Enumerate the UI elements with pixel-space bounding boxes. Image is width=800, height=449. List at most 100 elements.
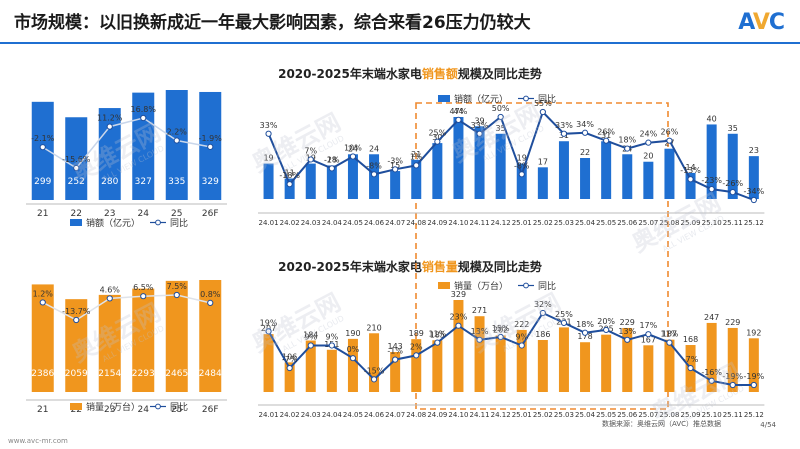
monthly-value-bar-label: 40 xyxy=(707,114,717,123)
monthly-value-legend-line-marker xyxy=(523,95,529,102)
monthly-value-bar xyxy=(453,117,464,199)
monthly-value-bar-label: 35 xyxy=(496,124,506,133)
monthly-value-bar xyxy=(326,165,337,199)
annual-value-bar-label: 299 xyxy=(34,177,51,187)
annual-value-yoy-label: -15.6% xyxy=(62,155,91,164)
annual-volume-yoy-label: 4.6% xyxy=(100,285,121,294)
monthly-value-x-tick: 24.03 xyxy=(301,219,321,227)
monthly-volume-yoy-label: 18% xyxy=(576,320,594,329)
annual-volume-bar-label: 2059 xyxy=(65,369,88,379)
monthly-value-bar xyxy=(474,126,485,199)
annual-volume-bar xyxy=(165,280,188,392)
monthly-value-bar-label: 22 xyxy=(580,148,590,157)
annual-value-bar-label: 280 xyxy=(101,177,118,187)
monthly-volume-x-tick: 24.08 xyxy=(406,411,426,419)
monthly-value-yoy-label: 33% xyxy=(471,121,489,130)
monthly-volume-title-highlight: 销售量 xyxy=(422,259,458,274)
monthly-volume-x-tick: 25.11 xyxy=(723,411,743,419)
monthly-volume-bar-label: 229 xyxy=(620,318,635,327)
monthly-volume-bar xyxy=(432,340,443,392)
annual-value-yoy-label: -2.1% xyxy=(31,134,55,143)
monthly-volume-x-tick: 25.07 xyxy=(638,411,658,419)
monthly-volume-x-tick: 25.09 xyxy=(681,411,701,419)
monthly-value-bar-label: 44 xyxy=(453,107,463,116)
monthly-value-x-tick: 24.08 xyxy=(406,219,426,227)
annual-volume-bar-label: 2293 xyxy=(132,369,155,379)
annual-volume-bar-label: 2154 xyxy=(98,369,121,379)
annual-volume-bar xyxy=(65,299,88,392)
monthly-value-x-tick: 24.02 xyxy=(280,219,300,227)
monthly-value-legend-bar-swatch xyxy=(438,95,450,102)
monthly-volume-x-tick: 25.03 xyxy=(554,411,574,419)
monthly-value-x-tick: 25.11 xyxy=(723,219,743,227)
monthly-value-x-tick: 24.05 xyxy=(343,219,363,227)
monthly-volume-yoy-point xyxy=(708,377,715,384)
monthly-volume-bar xyxy=(727,327,738,392)
annual-volume-yoy-label: 1.2% xyxy=(33,289,54,298)
monthly-value-yoy-point xyxy=(370,171,378,178)
monthly-volume-yoy-point xyxy=(370,376,378,383)
monthly-value-yoy-label: 34% xyxy=(576,120,594,129)
monthly-value-yoy-line xyxy=(267,110,755,201)
monthly-value-x-tick: 25.08 xyxy=(659,219,679,227)
annual-volume-legend-bar-swatch xyxy=(70,403,82,410)
avc-logo: AVC xyxy=(738,10,785,35)
monthly-volume-yoy-label: 19% xyxy=(260,318,278,327)
monthly-volume-x-tick: 24.10 xyxy=(448,411,468,419)
monthly-value-legend-bar-label: 销额（亿元） xyxy=(454,93,508,105)
monthly-volume-x-tick: 25.05 xyxy=(596,411,616,419)
annual-volume-legend-line-label: 同比 xyxy=(170,401,188,413)
monthly-volume-x-tick: 24.02 xyxy=(280,411,300,419)
annual-volume-bar xyxy=(31,284,54,392)
monthly-volume-yoy-label: 25% xyxy=(555,310,573,319)
annual-volume-bar xyxy=(199,280,222,392)
monthly-volume-bar xyxy=(558,327,569,392)
monthly-value-yoy-label: 24% xyxy=(639,130,657,139)
annual-value-legend-line-label: 同比 xyxy=(170,217,188,229)
monthly-volume-yoy-point xyxy=(603,326,610,334)
monthly-value-yoy-point xyxy=(560,130,568,137)
monthly-volume-yoy-label: 23% xyxy=(450,313,468,322)
monthly-value-yoy-point xyxy=(687,176,694,183)
monthly-volume-bar xyxy=(706,322,717,392)
monthly-value-bar xyxy=(284,178,295,199)
monthly-volume-bar-label: 190 xyxy=(345,329,360,338)
monthly-volume-bar xyxy=(305,340,316,392)
annual-volume-yoy-point xyxy=(39,299,46,306)
monthly-value-yoy-point xyxy=(645,139,652,146)
monthly-volume-x-tick: 24.05 xyxy=(343,411,363,419)
monthly-volume-yoy-point xyxy=(624,336,631,343)
monthly-value-bar xyxy=(664,148,675,199)
monthly-volume-yoy-point xyxy=(307,342,314,349)
monthly-volume-yoy-label: -1% xyxy=(387,347,403,356)
monthly-value-yoy-label: 55% xyxy=(534,99,552,108)
monthly-value-x-tick: 24.07 xyxy=(385,219,405,227)
monthly-volume-yoy-label: 9% xyxy=(304,332,317,341)
monthly-value-yoy-point xyxy=(624,145,631,152)
annual-volume-yoy-label: 0.8% xyxy=(200,290,221,299)
monthly-volume-yoy-point xyxy=(560,319,568,326)
monthly-volume-x-tick: 25.01 xyxy=(512,411,532,419)
monthly-value-bar-label: 39 xyxy=(474,116,484,125)
monthly-volume-bar-label: 167 xyxy=(641,335,656,344)
annual-value-x-tick: 23 xyxy=(104,209,115,219)
monthly-volume-yoy-point xyxy=(265,328,272,335)
monthly-value-x-tick: 24.10 xyxy=(448,219,468,227)
monthly-value-yoy-point xyxy=(666,137,673,144)
monthly-volume-bar-label: 271 xyxy=(472,306,487,315)
annual-volume-yoy-point xyxy=(207,299,214,307)
monthly-value-title-prefix: 2020-2025年末端水家电 xyxy=(278,66,422,81)
annual-value-legend-line-marker xyxy=(155,219,161,226)
monthly-value-legend-line-label: 同比 xyxy=(538,93,556,105)
annual-value-yoy-point xyxy=(39,144,46,151)
monthly-volume-yoy-point xyxy=(434,339,441,346)
monthly-volume-bar-label: 229 xyxy=(725,318,740,327)
monthly-volume-yoy-point xyxy=(750,381,757,389)
annual-value-legend-bar-label: 销额（亿元） xyxy=(86,217,140,229)
monthly-value-bar xyxy=(305,163,316,199)
annual-volume-legend-bar-label: 销量（万台） xyxy=(86,401,140,413)
monthly-volume-yoy-line xyxy=(267,311,754,386)
annual-value-bar xyxy=(65,117,88,200)
monthly-value-yoy-point xyxy=(539,108,546,116)
monthly-volume-bar-label: 178 xyxy=(577,332,592,341)
